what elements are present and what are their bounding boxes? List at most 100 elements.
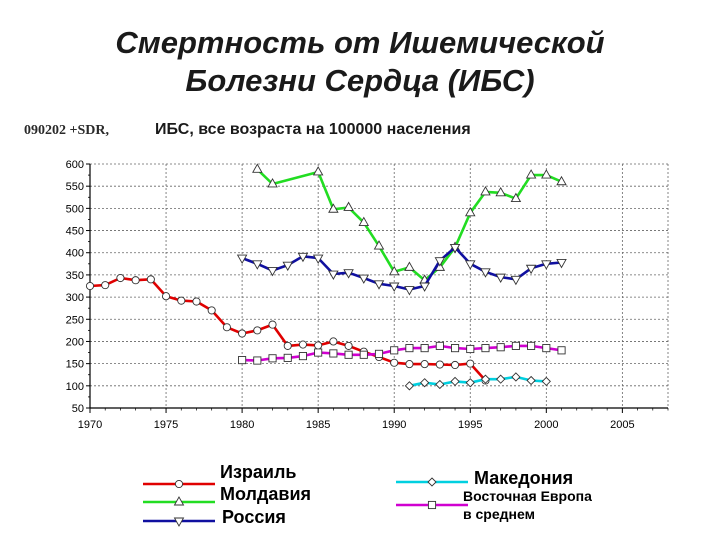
data-point	[253, 326, 262, 335]
data-point	[405, 360, 414, 369]
slide-title: Смертность от Ишемической Болезни Сердца…	[0, 24, 720, 100]
x-tick-label: 2005	[610, 419, 634, 431]
series-5	[238, 341, 566, 365]
y-tick-label: 300	[66, 292, 84, 304]
data-point	[511, 341, 520, 350]
x-tick-label: 1975	[154, 419, 178, 431]
data-point	[268, 354, 277, 363]
data-point	[464, 206, 476, 217]
legend-item: Россия	[143, 507, 286, 527]
series-2	[252, 163, 567, 284]
series-line	[241, 246, 562, 291]
data-point	[267, 178, 278, 188]
data-point	[283, 353, 292, 362]
data-point	[527, 341, 536, 350]
data-point	[238, 356, 247, 365]
y-tick-label: 200	[66, 336, 84, 348]
data-point	[556, 175, 567, 186]
x-tick-label: 1970	[78, 419, 102, 431]
data-point	[312, 166, 324, 176]
legend-item: Израиль	[143, 462, 296, 489]
y-tick-label: 350	[66, 270, 84, 282]
data-point	[268, 320, 277, 329]
data-point	[390, 358, 399, 367]
data-point	[298, 352, 307, 361]
data-point	[85, 281, 95, 291]
data-point	[404, 261, 415, 271]
data-point	[480, 374, 491, 384]
legend-item: Восточная Европа в среднем	[396, 488, 592, 522]
x-tick-label: 2000	[534, 419, 558, 431]
slide-title-line-1: Смертность от Ишемической	[115, 25, 605, 60]
data-point	[511, 372, 521, 382]
y-tick-label: 550	[66, 181, 84, 193]
data-point	[238, 329, 247, 338]
data-point	[420, 344, 429, 353]
data-point	[466, 359, 475, 368]
data-point	[542, 344, 551, 353]
y-tick-label: 150	[66, 359, 84, 371]
data-point	[496, 343, 505, 352]
legend-marker	[173, 496, 185, 506]
data-point	[328, 203, 339, 213]
data-point	[510, 192, 522, 203]
series-3	[236, 243, 567, 296]
data-point	[373, 240, 385, 250]
data-point	[222, 323, 231, 332]
data-point	[358, 274, 370, 284]
data-point	[146, 275, 155, 284]
data-point	[451, 344, 460, 353]
data-point	[283, 341, 292, 350]
data-point	[282, 261, 294, 272]
series-line	[409, 375, 547, 388]
data-point	[464, 260, 476, 270]
data-point	[465, 378, 475, 388]
data-point	[466, 344, 475, 354]
y-tick-label: 450	[66, 226, 84, 238]
data-point	[419, 378, 430, 388]
legend-marker	[427, 477, 437, 487]
legend-marker	[173, 517, 185, 527]
data-point	[329, 349, 338, 358]
series-1	[85, 273, 490, 385]
data-point	[329, 337, 338, 346]
data-point	[526, 375, 536, 386]
y-tick-label: 250	[66, 314, 84, 326]
data-point	[557, 346, 566, 355]
data-point	[450, 376, 460, 387]
data-point	[312, 254, 324, 264]
data-point	[344, 341, 353, 350]
data-point	[404, 381, 415, 391]
data-point	[116, 273, 125, 283]
y-tick-label: 50	[72, 403, 84, 415]
legend-label: Македония	[474, 468, 573, 488]
series-4	[404, 372, 551, 391]
x-tick-label: 1995	[458, 419, 482, 431]
data-point	[253, 356, 262, 365]
data-point	[449, 243, 461, 254]
data-point	[405, 344, 414, 353]
legend-label: в среднем	[463, 506, 535, 522]
data-point	[451, 360, 460, 370]
data-point	[556, 259, 567, 269]
legend-marker	[174, 479, 184, 489]
data-point	[541, 260, 552, 270]
legend-marker	[427, 500, 437, 510]
legend-label: Россия	[222, 507, 286, 527]
y-tick-label: 500	[66, 203, 84, 215]
legend-item: Молдавия	[143, 484, 311, 506]
data-point	[480, 186, 491, 196]
data-point	[101, 281, 110, 290]
data-point	[480, 268, 491, 278]
data-point	[267, 267, 278, 277]
data-point	[481, 344, 490, 353]
x-tick-label: 1980	[230, 419, 254, 431]
data-point	[388, 282, 400, 292]
series-line	[242, 344, 562, 362]
data-point	[298, 340, 307, 349]
data-point	[435, 360, 444, 369]
data-point	[373, 280, 385, 290]
data-point	[252, 260, 263, 270]
x-tick-label: 1985	[306, 419, 330, 431]
data-point	[314, 341, 323, 350]
